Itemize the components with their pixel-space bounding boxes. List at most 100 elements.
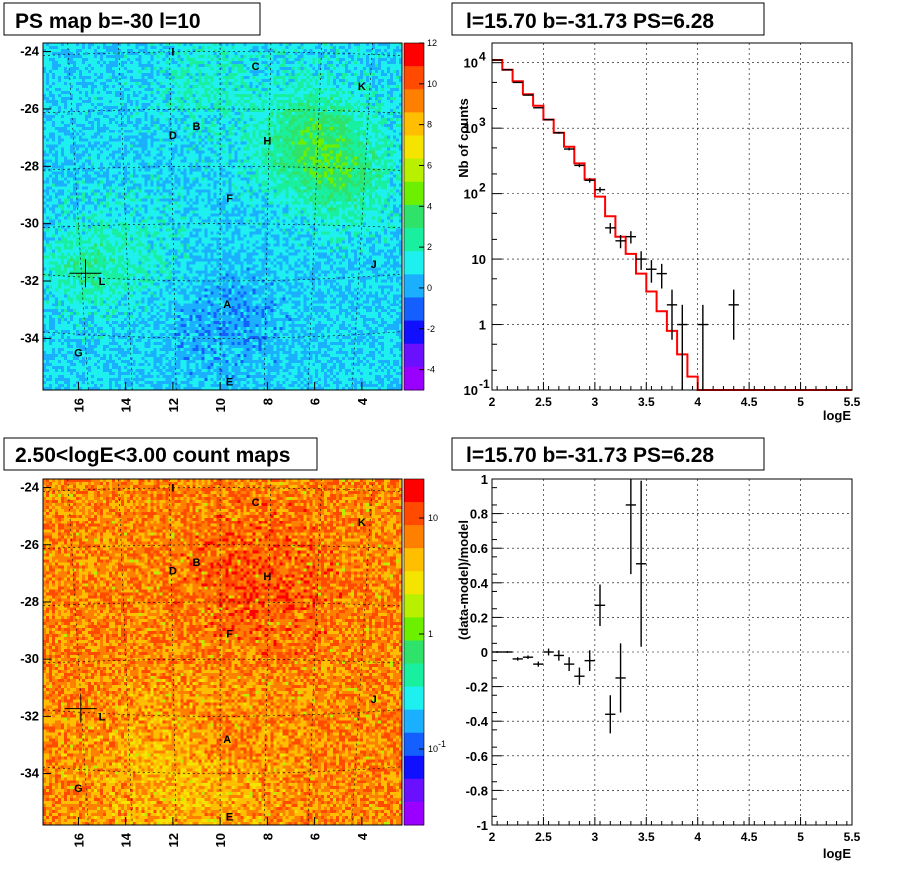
x-tick-label: 4.5 xyxy=(741,830,758,844)
ps-map-heatmap xyxy=(43,43,402,390)
colorbar-tick-label: 6 xyxy=(427,160,432,170)
x-tick-label: 6 xyxy=(308,398,323,405)
source-label-B: B xyxy=(193,557,201,569)
colorbar-tick-label: 10 xyxy=(427,79,437,89)
colorbar-swatch xyxy=(404,709,424,734)
x-tick-label: 5 xyxy=(797,395,804,409)
data-point xyxy=(697,304,708,390)
y-tick-label: -0.4 xyxy=(466,714,489,729)
y-tick-label: 0.8 xyxy=(470,507,488,522)
residual-point xyxy=(502,651,513,653)
x-tick-label: 3 xyxy=(592,830,599,844)
colorbar-swatch xyxy=(404,571,424,595)
residuals-panel: 2 2.5 3 3.5 4 4.5 5 5.5 1 0.8 0.6 0.4 0.2 0 -0.2 -0.4 -0… xyxy=(456,472,861,861)
ps-map-y-ticks: -24 -26 -28 -30 -32 -34 xyxy=(20,44,51,345)
x-tick-label: 2 xyxy=(489,395,496,409)
x-tick-label: 4 xyxy=(355,832,370,840)
x-tick-label: 6 xyxy=(308,833,323,840)
colorbar-tick-label: -4 xyxy=(427,365,435,375)
y-tick-label: -28 xyxy=(20,158,39,173)
colorbar-swatch xyxy=(404,479,424,503)
y-tick-label: -24 xyxy=(20,480,40,495)
count-map-title: 2.50<logE<3.00 count maps xyxy=(15,444,290,467)
x-tick-label: 14 xyxy=(119,832,134,847)
colorbar-swatch xyxy=(404,366,424,391)
residuals-xlabel: logE xyxy=(823,846,851,861)
x-tick-label: 2.5 xyxy=(535,830,552,844)
y-tick-label: 10 xyxy=(464,187,478,202)
data-point xyxy=(728,289,739,340)
y-tick-exponent: 2 xyxy=(479,181,486,195)
residual-point xyxy=(574,667,585,685)
x-tick-label: 14 xyxy=(119,397,134,412)
source-label-I: I xyxy=(171,483,174,495)
source-label-E: E xyxy=(226,376,233,388)
residual-point xyxy=(615,643,626,713)
y-tick-label: -34 xyxy=(20,766,40,781)
y-tick-exponent: 4 xyxy=(479,50,486,64)
residual-point xyxy=(625,479,636,575)
x-tick-label: 4.5 xyxy=(741,395,758,409)
ps-map-marker xyxy=(69,259,102,288)
colorbar-swatch xyxy=(404,755,424,780)
residuals-axes: 2 2.5 3 3.5 4 4.5 5 5.5 1 0.8 0.6 0.4 0.2 0 -0.2 -0.4 -0… xyxy=(466,472,861,844)
x-tick-label: 10 xyxy=(213,398,228,412)
y-tick-label: -0.2 xyxy=(466,680,488,695)
count-map-y-ticks: -24 -26 -28 -30 -32 -34 xyxy=(20,480,51,781)
y-tick-label: -26 xyxy=(20,537,39,552)
source-label-F: F xyxy=(226,628,233,640)
y-tick-label: -24 xyxy=(20,44,40,59)
spectrum-title-box: l=15.70 b=-31.73 PS=6.28 xyxy=(451,2,765,36)
y-tick-label: -28 xyxy=(20,594,39,609)
x-tick-label: 12 xyxy=(166,398,181,412)
colorbar-swatch xyxy=(404,112,424,137)
colorbar-swatch xyxy=(404,228,424,252)
y-tick-label: -0.6 xyxy=(466,749,488,764)
colorbar-swatch xyxy=(404,251,424,275)
source-label-K: K xyxy=(358,81,366,93)
y-tick-exponent: -1 xyxy=(479,377,490,391)
colorbar-tick-label: 10 xyxy=(428,513,438,523)
y-tick-label: 0.4 xyxy=(470,576,489,591)
data-point xyxy=(594,187,606,193)
x-tick-label: 5 xyxy=(797,830,804,844)
x-tick-label: 5.5 xyxy=(844,395,861,409)
data-point xyxy=(522,94,534,96)
source-label-K: K xyxy=(358,517,366,529)
colorbar-tick-label: -2 xyxy=(427,324,435,334)
data-point xyxy=(533,107,544,109)
x-tick-label: 4 xyxy=(355,397,370,405)
residual-point xyxy=(594,584,606,627)
residuals-data-points xyxy=(492,479,647,734)
x-tick-label: 3.5 xyxy=(638,395,655,409)
data-point xyxy=(656,263,667,289)
residuals-title-box: l=15.70 b=-31.73 PS=6.28 xyxy=(451,437,765,471)
colorbar-frame xyxy=(403,42,425,391)
colorbar-swatch xyxy=(404,89,424,113)
x-tick-label: 3.5 xyxy=(638,830,655,844)
residuals-title: l=15.70 b=-31.73 PS=6.28 xyxy=(466,444,714,467)
colorbar-swatch xyxy=(404,66,424,90)
data-point xyxy=(677,304,688,390)
colorbar-swatch xyxy=(404,663,424,688)
residuals-ylabel: (data-model)/model xyxy=(456,520,471,640)
residual-point xyxy=(512,657,523,661)
y-tick-label: 0.6 xyxy=(470,541,488,556)
x-tick-label: 2.5 xyxy=(535,395,552,409)
y-tick-label: -32 xyxy=(20,708,39,723)
source-label-L: L xyxy=(99,276,106,288)
colorbar-swatch xyxy=(404,594,424,618)
spectrum-ylabel: Nb of counts xyxy=(456,98,471,177)
count-map-marker xyxy=(64,694,97,723)
x-tick-label: 10 xyxy=(213,833,228,847)
y-tick-label: 10 xyxy=(464,56,478,71)
data-point xyxy=(574,163,585,168)
y-tick-label: 10 xyxy=(464,121,478,136)
colorbar-swatch xyxy=(404,135,424,160)
colorbar-frame xyxy=(403,478,425,826)
residuals-grid xyxy=(491,478,853,826)
colorbar-swatch xyxy=(404,778,424,803)
colorbar-tick-label: 12 xyxy=(427,38,437,48)
data-point xyxy=(605,223,616,234)
